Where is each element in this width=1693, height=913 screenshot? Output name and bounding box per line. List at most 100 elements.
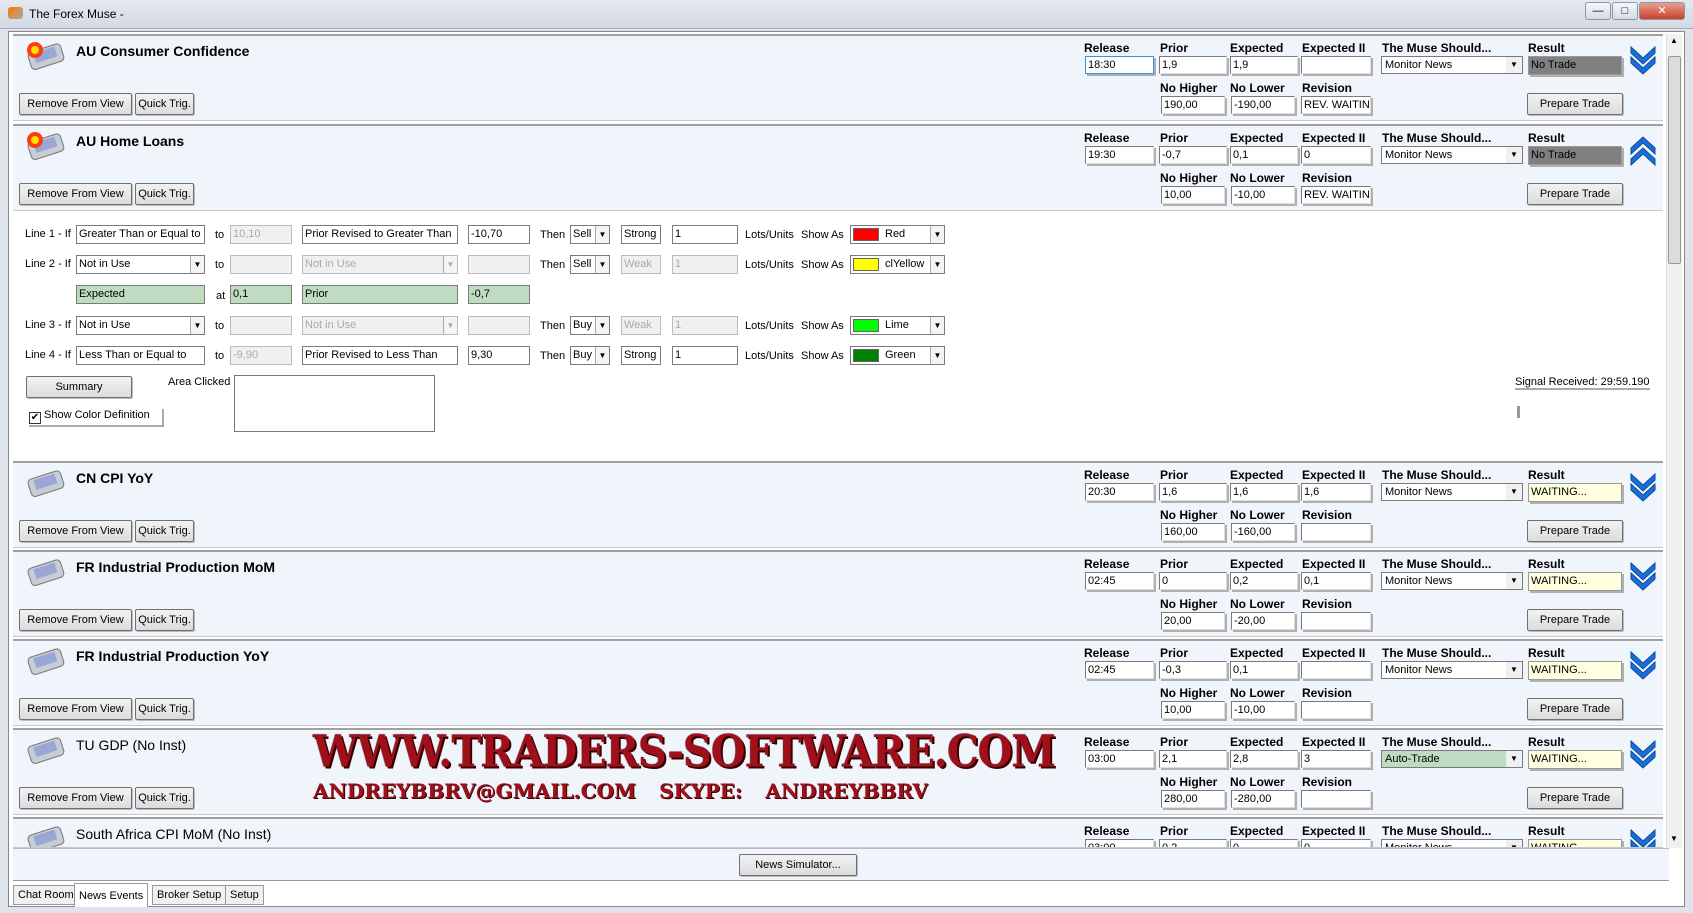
no-lower-field[interactable]: -160,00	[1231, 523, 1295, 541]
muse-action-select[interactable]: Monitor News ▼	[1381, 56, 1523, 74]
quick-trig-button[interactable]: Quick Trig.	[135, 609, 194, 631]
lots-field[interactable]: 1	[672, 346, 738, 365]
remove-from-view-button[interactable]: Remove From View	[19, 787, 132, 809]
release-field[interactable]: 02:45	[1085, 661, 1154, 679]
expected2-field[interactable]: 0,1	[1301, 572, 1371, 590]
expected-field[interactable]: 0,2	[1230, 572, 1298, 590]
prepare-trade-button[interactable]: Prepare Trade	[1527, 183, 1623, 205]
release-field[interactable]: 19:30	[1085, 146, 1154, 164]
muse-action-select[interactable]: Monitor News ▼	[1381, 572, 1523, 590]
muse-action-select[interactable]: Monitor News ▼	[1381, 839, 1523, 847]
color-select[interactable]: Lime ▼	[850, 316, 945, 335]
remove-from-view-button[interactable]: Remove From View	[19, 183, 132, 205]
muse-action-select[interactable]: Monitor News ▼	[1381, 483, 1523, 501]
revision-field[interactable]	[1301, 612, 1371, 630]
prior-field[interactable]: 0	[1159, 572, 1227, 590]
action-select[interactable]: Buy ▼	[570, 346, 610, 365]
show-color-definition-checkbox[interactable]: ✔ Show Color Definition	[29, 409, 164, 427]
action-select[interactable]: Sell ▼	[570, 255, 610, 274]
remove-from-view-button[interactable]: Remove From View	[19, 520, 132, 542]
action-select[interactable]: Sell ▼	[570, 225, 610, 244]
condition-select[interactable]: Less Than or Equal to	[76, 346, 205, 365]
chevron-down-icon[interactable]	[1628, 827, 1658, 847]
remove-from-view-button[interactable]: Remove From View	[19, 609, 132, 631]
tab-setup[interactable]: Setup	[225, 885, 264, 905]
minimize-button[interactable]: —	[1585, 2, 1611, 20]
prepare-trade-button[interactable]: Prepare Trade	[1527, 520, 1623, 542]
expected-field[interactable]: 0	[1230, 839, 1298, 847]
revision-field[interactable]	[1301, 523, 1371, 541]
chevron-down-icon[interactable]	[1628, 471, 1658, 503]
chevron-down-icon[interactable]	[1628, 738, 1658, 770]
lots-field[interactable]: 1	[672, 225, 738, 244]
strength-field[interactable]: Strong	[621, 225, 661, 244]
no-higher-field[interactable]: 10,00	[1161, 701, 1225, 719]
revision-field[interactable]	[1301, 790, 1371, 808]
scroll-up-arrow[interactable]: ▲	[1670, 36, 1678, 45]
chevron-down-icon[interactable]	[1628, 44, 1658, 76]
expected2-field[interactable]: 0	[1301, 146, 1371, 164]
quick-trig-button[interactable]: Quick Trig.	[135, 183, 194, 205]
prior-field[interactable]: -0,3	[1159, 661, 1227, 679]
revision-value-field[interactable]: 9,30	[468, 346, 530, 365]
expected2-field[interactable]: 3	[1301, 750, 1371, 768]
prepare-trade-button[interactable]: Prepare Trade	[1527, 609, 1623, 631]
muse-action-select[interactable]: Monitor News ▼	[1381, 661, 1523, 679]
expected-field[interactable]: 1,9	[1230, 56, 1298, 74]
prepare-trade-button[interactable]: Prepare Trade	[1527, 787, 1623, 809]
expected-field[interactable]: 0,1	[1230, 146, 1298, 164]
expected-field[interactable]: 2,8	[1230, 750, 1298, 768]
prepare-trade-button[interactable]: Prepare Trade	[1527, 698, 1623, 720]
release-field[interactable]: 20:30	[1085, 483, 1154, 501]
tab-news-events[interactable]: News Events	[74, 883, 149, 907]
revision-condition-select[interactable]: Prior Revised to Greater Than	[302, 225, 458, 244]
revision-field[interactable]: REV. WAITIN	[1301, 96, 1371, 114]
color-select[interactable]: Green ▼	[850, 346, 945, 365]
expected2-field[interactable]	[1301, 661, 1371, 679]
no-higher-field[interactable]: 280,00	[1161, 790, 1225, 808]
revision-value-field[interactable]: -10,70	[468, 225, 530, 244]
remove-from-view-button[interactable]: Remove From View	[19, 698, 132, 720]
color-select[interactable]: Red ▼	[850, 225, 945, 244]
prior-field[interactable]: 1,6	[1159, 483, 1227, 501]
expected-field[interactable]: 1,6	[1230, 483, 1298, 501]
strength-field[interactable]: Strong	[621, 346, 661, 365]
no-higher-field[interactable]: 20,00	[1161, 612, 1225, 630]
action-select[interactable]: Buy ▼	[570, 316, 610, 335]
maximize-button[interactable]: □	[1612, 2, 1638, 20]
no-higher-field[interactable]: 160,00	[1161, 523, 1225, 541]
revision-condition-select[interactable]: Prior Revised to Less Than	[302, 346, 458, 365]
revision-field[interactable]	[1301, 701, 1371, 719]
release-field[interactable]: 03:00	[1085, 839, 1154, 847]
no-higher-field[interactable]: 10,00	[1161, 186, 1225, 204]
news-simulator-button[interactable]: News Simulator...	[739, 854, 857, 876]
muse-action-select[interactable]: Auto-Trade ▼	[1381, 750, 1523, 768]
checkbox-icon[interactable]: ✔	[29, 412, 41, 424]
expected2-field[interactable]	[1301, 56, 1371, 74]
scroll-thumb[interactable]	[1668, 56, 1681, 264]
revision-field[interactable]: REV. WAITIN	[1301, 186, 1371, 204]
quick-trig-button[interactable]: Quick Trig.	[135, 93, 194, 115]
chevron-up-icon[interactable]	[1628, 134, 1658, 167]
release-field[interactable]: 18:30	[1085, 56, 1154, 74]
expected2-field[interactable]: 1,6	[1301, 483, 1371, 501]
tab-chat-room[interactable]: Chat Room	[13, 885, 79, 905]
release-field[interactable]: 02:45	[1085, 572, 1154, 590]
vertical-scrollbar[interactable]: ▲ ▼	[1666, 34, 1682, 848]
condition-select[interactable]: Not in Use ▼	[76, 255, 205, 274]
no-lower-field[interactable]: -280,00	[1231, 790, 1295, 808]
no-lower-field[interactable]: -20,00	[1231, 612, 1295, 630]
expected2-field[interactable]: 0	[1301, 839, 1371, 847]
condition-select[interactable]: Greater Than or Equal to	[76, 225, 205, 244]
prior-field[interactable]: 1,9	[1159, 56, 1227, 74]
chevron-down-icon[interactable]	[1628, 649, 1658, 681]
prior-field[interactable]: 2,1	[1159, 750, 1227, 768]
condition-select[interactable]: Not in Use ▼	[76, 316, 205, 335]
color-select[interactable]: clYellow ▼	[850, 255, 945, 274]
tab-broker-setup[interactable]: Broker Setup	[152, 885, 227, 905]
release-field[interactable]: 03:00	[1085, 750, 1154, 768]
no-higher-field[interactable]: 190,00	[1161, 96, 1225, 114]
prior-field[interactable]: 0,2	[1159, 839, 1227, 847]
prior-field[interactable]: -0,7	[1159, 146, 1227, 164]
remove-from-view-button[interactable]: Remove From View	[19, 93, 132, 115]
